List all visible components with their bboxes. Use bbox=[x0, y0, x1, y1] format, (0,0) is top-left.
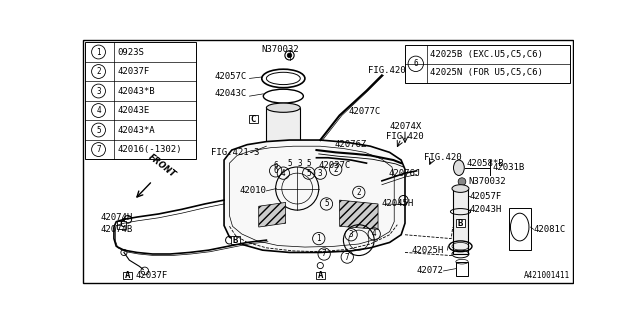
Text: FIG.420: FIG.420 bbox=[386, 132, 424, 141]
Bar bbox=[84, 42, 196, 159]
Text: 5: 5 bbox=[96, 125, 101, 134]
Bar bbox=[123, 272, 132, 279]
Circle shape bbox=[287, 53, 292, 58]
Text: 7: 7 bbox=[322, 250, 326, 259]
Text: 7: 7 bbox=[96, 145, 101, 154]
Text: 42081C: 42081C bbox=[534, 225, 566, 234]
Text: C: C bbox=[119, 220, 124, 229]
Circle shape bbox=[458, 178, 466, 186]
Bar bbox=[509, 208, 531, 250]
Text: 4: 4 bbox=[96, 106, 101, 115]
Text: FIG.420: FIG.420 bbox=[424, 153, 462, 162]
Ellipse shape bbox=[454, 160, 464, 175]
Ellipse shape bbox=[266, 103, 300, 112]
Text: 42074B: 42074B bbox=[101, 225, 133, 234]
Bar bbox=[231, 236, 240, 244]
Text: A: A bbox=[317, 271, 323, 280]
Text: 5: 5 bbox=[307, 159, 311, 168]
Text: 42037C: 42037C bbox=[319, 161, 351, 170]
Text: 42043*B: 42043*B bbox=[117, 86, 155, 95]
Text: 1: 1 bbox=[316, 234, 321, 243]
Text: 3: 3 bbox=[96, 86, 101, 95]
Text: 6: 6 bbox=[273, 166, 278, 175]
Ellipse shape bbox=[452, 185, 469, 192]
Polygon shape bbox=[224, 140, 405, 252]
Text: 42043E: 42043E bbox=[117, 106, 149, 115]
Text: 2: 2 bbox=[356, 188, 361, 197]
Text: FIG.420: FIG.420 bbox=[368, 66, 406, 75]
Bar bbox=[266, 108, 300, 169]
Bar bbox=[452, 188, 468, 254]
Text: 1: 1 bbox=[96, 47, 101, 57]
Text: A421001411: A421001411 bbox=[524, 271, 570, 280]
Bar bbox=[249, 116, 258, 123]
Bar bbox=[117, 221, 126, 228]
Text: 2: 2 bbox=[333, 165, 338, 174]
Text: FIG.421-3: FIG.421-3 bbox=[211, 148, 259, 157]
Text: 42074X: 42074X bbox=[390, 123, 422, 132]
Text: C: C bbox=[251, 115, 256, 124]
Text: 5: 5 bbox=[307, 169, 311, 178]
Text: 42057C: 42057C bbox=[214, 72, 246, 81]
Text: 42077C: 42077C bbox=[348, 107, 380, 116]
Text: 42025H: 42025H bbox=[412, 246, 444, 255]
Text: 42016(-1302): 42016(-1302) bbox=[117, 145, 182, 154]
Text: 4: 4 bbox=[372, 229, 376, 238]
Text: A: A bbox=[125, 271, 131, 280]
Text: 42031B: 42031B bbox=[493, 163, 525, 172]
Polygon shape bbox=[340, 200, 378, 229]
Text: 42076J: 42076J bbox=[388, 169, 420, 178]
Text: 42045H: 42045H bbox=[382, 199, 414, 208]
Text: 42025B (EXC.U5,C5,C6): 42025B (EXC.U5,C5,C6) bbox=[429, 51, 543, 60]
Text: 42057F: 42057F bbox=[470, 192, 502, 201]
Text: 5: 5 bbox=[287, 159, 292, 168]
Text: 42074H: 42074H bbox=[101, 212, 133, 221]
Text: 42037F: 42037F bbox=[136, 271, 168, 280]
Text: B: B bbox=[458, 219, 463, 228]
Text: 42043C: 42043C bbox=[214, 89, 246, 98]
Text: 2: 2 bbox=[96, 67, 101, 76]
Text: 0923S: 0923S bbox=[117, 47, 144, 57]
Text: 42037F: 42037F bbox=[117, 67, 149, 76]
Text: 42072: 42072 bbox=[417, 267, 444, 276]
Text: N370032: N370032 bbox=[468, 177, 506, 186]
Text: 42076Z: 42076Z bbox=[334, 140, 367, 149]
Text: 3: 3 bbox=[349, 230, 353, 239]
Text: 3: 3 bbox=[297, 159, 302, 168]
Text: 42025N (FOR U5,C5,C6): 42025N (FOR U5,C5,C6) bbox=[429, 68, 543, 77]
Text: 42043*A: 42043*A bbox=[117, 125, 155, 134]
Bar bbox=[456, 219, 465, 227]
Text: 42043H: 42043H bbox=[470, 205, 502, 214]
Text: 7: 7 bbox=[345, 252, 349, 261]
Text: 5: 5 bbox=[324, 199, 329, 208]
Text: 3: 3 bbox=[318, 169, 323, 178]
Text: B: B bbox=[233, 236, 238, 245]
Text: N370032: N370032 bbox=[262, 45, 300, 54]
Text: 42058*B: 42058*B bbox=[467, 159, 504, 168]
Text: 6: 6 bbox=[273, 161, 278, 170]
Text: 4: 4 bbox=[281, 169, 285, 178]
Text: FRONT: FRONT bbox=[147, 152, 177, 179]
Bar bbox=[456, 262, 468, 276]
Polygon shape bbox=[259, 203, 285, 227]
Text: 6: 6 bbox=[413, 59, 418, 68]
Bar bbox=[316, 272, 325, 279]
Bar bbox=[405, 44, 570, 83]
Text: 42010: 42010 bbox=[239, 186, 266, 195]
